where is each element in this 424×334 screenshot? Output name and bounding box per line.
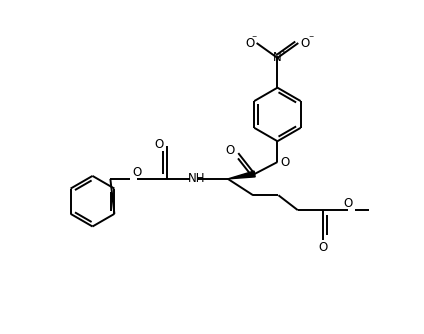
Text: $^{+}$: $^{+}$ [280, 48, 287, 57]
Text: O: O [226, 144, 235, 157]
Text: O: O [133, 166, 142, 179]
Text: O: O [344, 197, 353, 210]
Text: O: O [154, 138, 164, 151]
Text: O: O [245, 36, 254, 49]
Text: O: O [281, 156, 290, 169]
Text: O: O [301, 36, 310, 49]
Text: O: O [318, 241, 328, 254]
Text: $^{-}$: $^{-}$ [308, 33, 315, 42]
Polygon shape [228, 171, 255, 179]
Text: N: N [273, 51, 282, 64]
Text: NH: NH [187, 172, 205, 185]
Text: $^{-}$: $^{-}$ [251, 33, 258, 42]
